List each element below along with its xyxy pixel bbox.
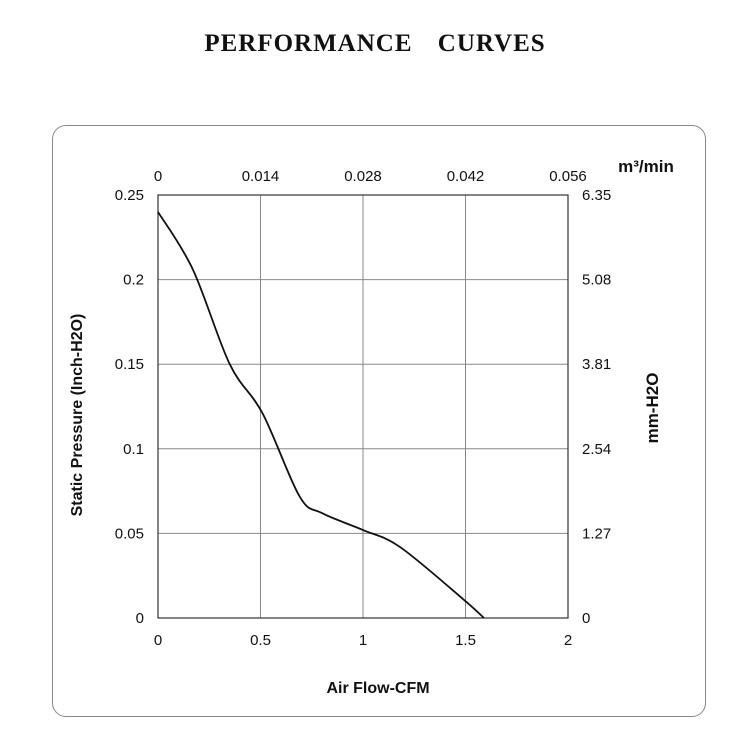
x-tick-label: 2 [564, 632, 572, 649]
x2-tick-label: 0.042 [447, 168, 485, 185]
y-tick-label: 0.2 [123, 272, 144, 289]
y-tick-label: 0.25 [115, 187, 144, 204]
y2-tick-label: 6.35 [582, 187, 611, 204]
y2-tick-label: 0 [582, 610, 590, 627]
x2-tick-label: 0.028 [344, 168, 382, 185]
y2-axis-label: mm-H2O [643, 373, 662, 444]
plot-area [157, 194, 569, 619]
y-tick-label: 0.15 [115, 356, 144, 373]
chart-frame [52, 125, 706, 717]
y2-tick-label: 1.27 [582, 525, 611, 542]
x-tick-label: 0.5 [250, 632, 271, 649]
y-tick-label: 0.1 [123, 441, 144, 458]
y2-tick-label: 5.08 [582, 272, 611, 289]
x-tick-label: 0 [154, 632, 162, 649]
y-tick-label: 0 [136, 610, 144, 627]
x2-tick-label: 0 [154, 168, 162, 185]
x2-tick-label: 0.014 [242, 168, 280, 185]
y-axis-label: Static Pressure (Inch-H2O) [69, 314, 86, 517]
y2-tick-label: 3.81 [582, 356, 611, 373]
x-tick-label: 1.5 [455, 632, 476, 649]
x-axis-label: Air Flow-CFM [326, 680, 429, 697]
y-tick-label: 0.05 [115, 525, 144, 542]
performance-curve [157, 211, 485, 619]
x2-axis-label: m³/min [618, 157, 674, 176]
x2-tick-label: 0.056 [549, 168, 587, 185]
y2-tick-label: 2.54 [582, 441, 611, 458]
x-tick-label: 1 [359, 632, 367, 649]
chart-title: PERFORMANCE CURVES [204, 30, 546, 57]
